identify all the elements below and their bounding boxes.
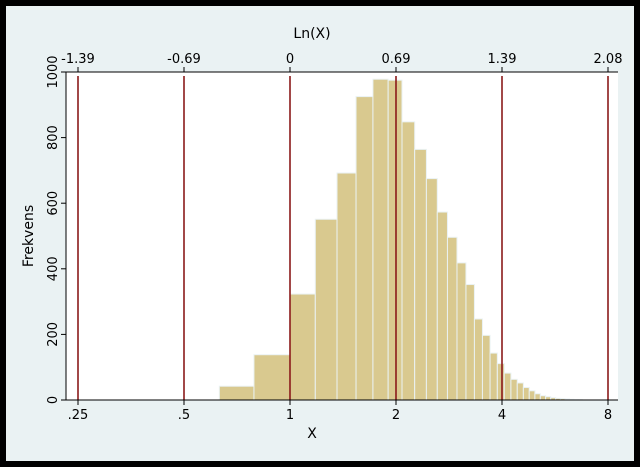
histogram-bar bbox=[529, 391, 535, 400]
x-tick-label: 1 bbox=[286, 408, 294, 423]
x-tick-label: .5 bbox=[178, 408, 190, 423]
top-tick-label: 0.69 bbox=[382, 52, 411, 67]
histogram-bar bbox=[466, 285, 474, 400]
top-tick-label: -0.69 bbox=[167, 52, 201, 67]
top-tick-label: 0 bbox=[286, 52, 294, 67]
histogram-bar bbox=[474, 319, 482, 400]
x-tick-label: 4 bbox=[498, 408, 506, 423]
top-axis-ticks: -1.39 -0.69 0 0.69 1.39 2.08 bbox=[61, 52, 622, 72]
top-tick-label: 2.08 bbox=[594, 52, 623, 67]
histogram-bar bbox=[356, 97, 373, 400]
histogram-bar bbox=[535, 394, 540, 400]
histogram-bar bbox=[337, 173, 356, 400]
x-axis-ticks: .25 .5 1 2 4 8 bbox=[68, 400, 612, 423]
histogram-bar bbox=[457, 263, 466, 400]
histogram-bar bbox=[504, 373, 511, 400]
histogram-chart: .25 .5 1 2 4 8 -1.39 -0.69 0 0.69 1.39 2.08 0 200 40… bbox=[6, 6, 634, 461]
histogram-bar bbox=[482, 335, 490, 400]
histogram-bar bbox=[315, 219, 337, 400]
y-tick-label: 0 bbox=[46, 396, 61, 404]
x-tick-label: 8 bbox=[604, 408, 612, 423]
histogram-bar bbox=[447, 237, 457, 400]
top-axis-title: Ln(X) bbox=[293, 26, 330, 42]
y-tick-label: 1000 bbox=[46, 55, 61, 88]
y-tick-label: 800 bbox=[46, 125, 61, 150]
histogram-bar bbox=[415, 149, 427, 400]
top-tick-label: 1.39 bbox=[488, 52, 517, 67]
histogram-bar bbox=[426, 179, 437, 400]
histogram-bar bbox=[254, 355, 290, 400]
histogram-bar bbox=[402, 122, 415, 400]
x-tick-label: .25 bbox=[68, 408, 89, 423]
y-axis-title: Frekvens bbox=[21, 205, 37, 267]
y-tick-label: 200 bbox=[46, 322, 61, 347]
top-tick-label: -1.39 bbox=[61, 52, 95, 67]
y-axis-ticks: 0 200 400 600 800 1000 bbox=[46, 55, 66, 404]
histogram-bar bbox=[511, 379, 517, 400]
histogram-bar bbox=[373, 79, 388, 400]
histogram-bar bbox=[219, 386, 254, 400]
histogram-bar bbox=[523, 388, 529, 400]
x-axis-title: X bbox=[307, 426, 317, 442]
histogram-bar bbox=[437, 212, 447, 400]
histogram-bar bbox=[388, 80, 402, 400]
x-tick-label: 2 bbox=[392, 408, 400, 423]
y-tick-label: 600 bbox=[46, 191, 61, 216]
histogram-bar bbox=[490, 353, 497, 400]
chart-frame: .25 .5 1 2 4 8 -1.39 -0.69 0 0.69 1.39 2.08 0 200 40… bbox=[6, 6, 634, 461]
histogram-bar bbox=[540, 396, 545, 400]
y-tick-label: 400 bbox=[46, 256, 61, 281]
histogram-bar bbox=[290, 294, 315, 400]
histogram-bar bbox=[517, 383, 523, 400]
histogram-bar bbox=[497, 364, 504, 400]
